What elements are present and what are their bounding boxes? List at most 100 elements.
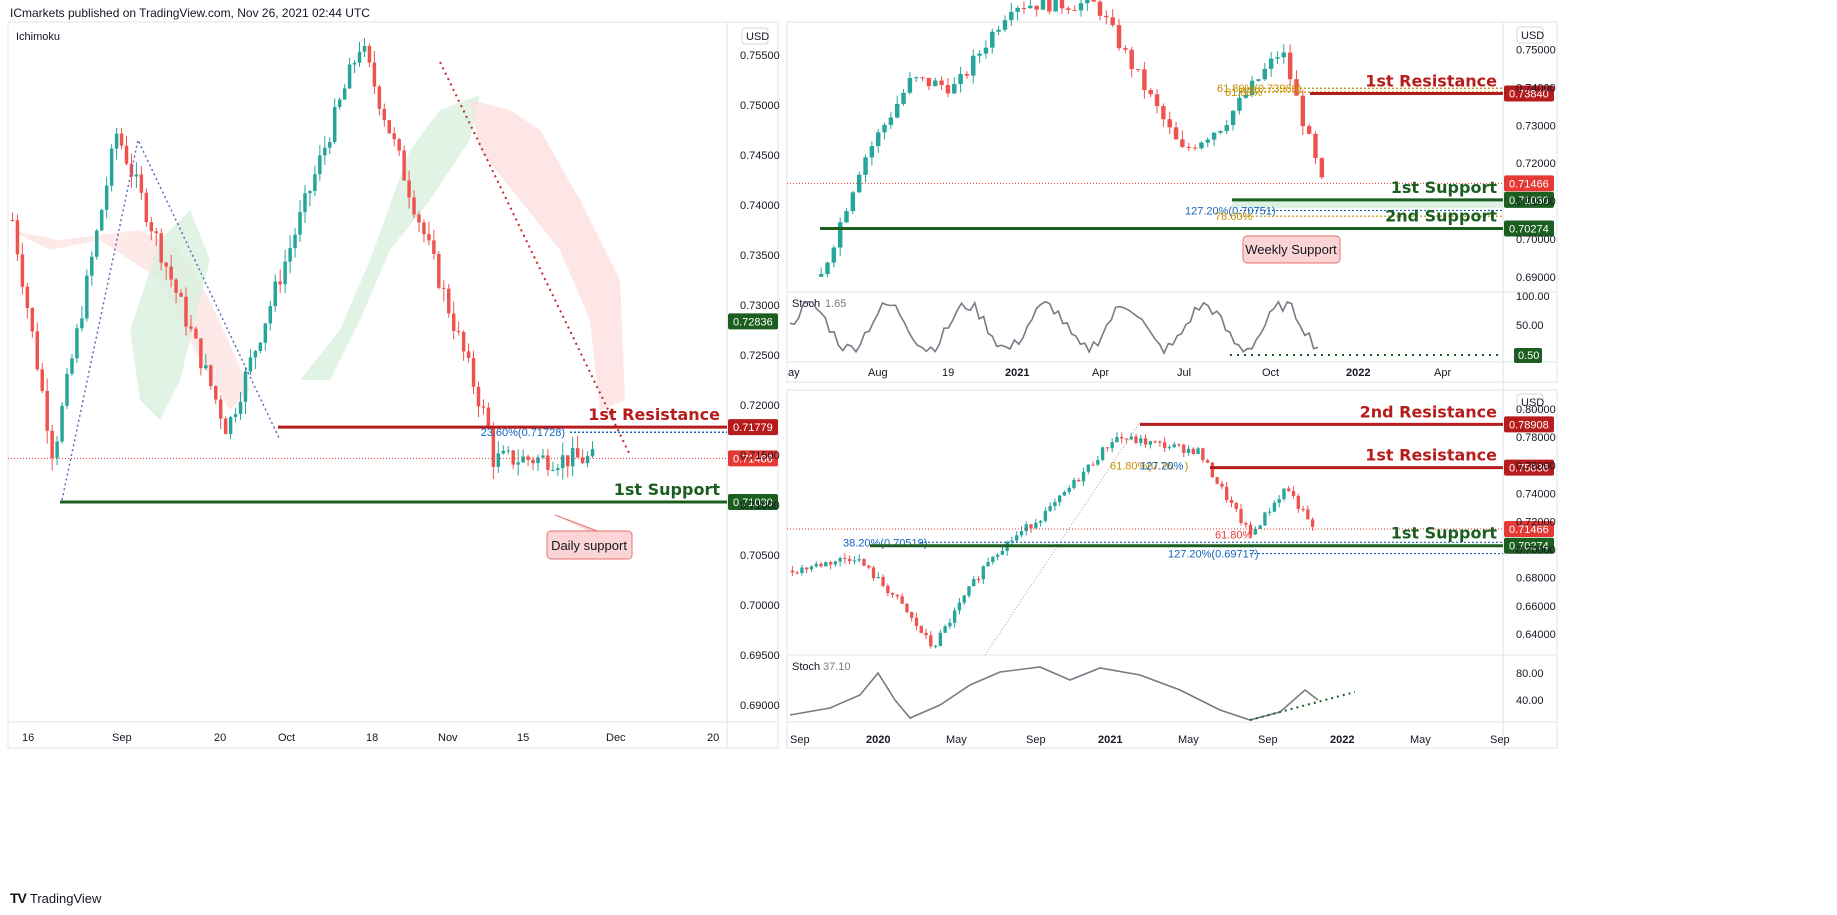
daily-candle (60, 405, 64, 442)
daily-candle (139, 174, 144, 193)
weekly-candle (1199, 142, 1204, 149)
daily-candle (204, 365, 208, 369)
monthly-candle (1105, 447, 1110, 449)
stoch-label: Stoch (792, 298, 820, 310)
daily-candle (199, 338, 203, 369)
monthly-candle (1258, 525, 1262, 529)
monthly-candle (1248, 524, 1253, 535)
weekly-candle (1040, 0, 1046, 10)
currency-box (741, 27, 769, 45)
monthly-x-tick-label: Sep (1490, 734, 1510, 746)
weekly-candle (1028, 5, 1033, 9)
daily-candle (501, 450, 506, 454)
monthly-candle (929, 635, 933, 647)
stoch-tick-label: 40.00 (1516, 695, 1544, 707)
weekly-candle (850, 192, 856, 212)
weekly-level-2-tag-bg (1504, 220, 1554, 237)
daily-candle (268, 306, 273, 324)
daily-candle (288, 248, 292, 262)
currency-box (1516, 393, 1544, 411)
stoch-tick-label: 100.00 (1516, 291, 1550, 303)
monthly-candle (1015, 535, 1019, 541)
daily-candle (243, 371, 248, 402)
daily-price-0-tag-bg (728, 313, 778, 330)
weekly-x-tick-label: ay (788, 367, 800, 379)
daily-candle (402, 150, 406, 181)
daily-candle (451, 313, 456, 331)
monthly-candle (1244, 523, 1248, 525)
weekly-candle (971, 55, 976, 76)
daily-candle (263, 323, 268, 343)
weekly-candle (825, 262, 830, 275)
monthly-candle (1177, 444, 1181, 446)
daily-candle (238, 401, 243, 415)
daily-candle (565, 455, 570, 467)
weekly-candle (933, 80, 938, 87)
daily-level-0-tag: 0.71779 (733, 422, 773, 434)
daily-candle (556, 468, 560, 470)
ichimoku-cloud-bullish (300, 95, 480, 380)
weekly-candle (1154, 94, 1160, 107)
callout-text: Weekly Support (1245, 242, 1337, 257)
daily-candle (293, 234, 297, 249)
daily-candle (45, 390, 49, 431)
daily-candle (164, 262, 168, 267)
daily-x-tick-label: Sep (112, 732, 132, 744)
monthly-candle (910, 612, 914, 618)
weekly-candle (1072, 9, 1077, 11)
monthly-y-tick-label: 0.72000 (1516, 516, 1556, 528)
weekly-candle (1104, 15, 1109, 18)
monthly-level-1-label: 1st Resistance (1365, 446, 1497, 465)
weekly-candle (1085, 0, 1090, 4)
stoch-value: 1.65 (825, 298, 846, 310)
daily-x-tick-label: Dec (606, 732, 626, 744)
daily-candle (521, 456, 525, 463)
weekly-candle (1262, 68, 1268, 80)
daily-candle (283, 261, 287, 285)
weekly-candle (837, 222, 843, 248)
monthly-candle (867, 565, 871, 568)
daily-candle (546, 455, 550, 470)
daily-candle (442, 287, 446, 289)
monthly-candle (1100, 447, 1105, 461)
daily-y-tick-label: 0.71000 (740, 500, 780, 512)
daily-candle (526, 456, 530, 460)
monthly-candle (1167, 447, 1172, 449)
weekly-y-tick-label: 0.75000 (1516, 45, 1556, 57)
weekly-x-tick-label: Apr (1434, 367, 1451, 379)
monthly-candle (876, 576, 880, 579)
daily-candle (590, 449, 595, 457)
monthly-candle (800, 567, 804, 574)
monthly-candle (1158, 441, 1162, 443)
monthly-candle (857, 559, 861, 561)
weekly-candle (1268, 58, 1274, 69)
daily-candle (159, 233, 163, 263)
monthly-candle (914, 617, 919, 626)
fib-label: 61.80% (1215, 530, 1253, 542)
weekly-candle (996, 29, 1001, 32)
monthly-candle (1034, 522, 1038, 529)
monthly-candle (1196, 448, 1200, 455)
daily-candle (357, 51, 362, 63)
monthly-candle (1210, 462, 1215, 478)
monthly-candle (981, 566, 985, 580)
daily-y-tick-label: 0.70500 (740, 550, 780, 562)
daily-candle (387, 120, 391, 134)
daily-candle (80, 318, 84, 329)
daily-y-tick-label: 0.72500 (740, 350, 780, 362)
weekly-y-tick-label: 0.73000 (1516, 120, 1556, 132)
monthly-candle (1115, 436, 1119, 443)
monthly-candle (1310, 519, 1315, 527)
weekly-price-0-tag: 0.71466 (1509, 178, 1549, 190)
daily-x-tick-label: 16 (22, 732, 34, 744)
weekly-candle (1142, 69, 1147, 90)
daily-candle (214, 386, 218, 400)
monthly-candle (1172, 444, 1176, 448)
callout-text: Daily support (551, 538, 627, 553)
daily-price-0-tag: 0.72836 (733, 316, 773, 328)
weekly-candle (869, 146, 875, 158)
daily-candle (25, 286, 30, 309)
monthly-candle (1291, 490, 1296, 496)
daily-candle (362, 45, 367, 52)
daily-candle (392, 133, 396, 140)
